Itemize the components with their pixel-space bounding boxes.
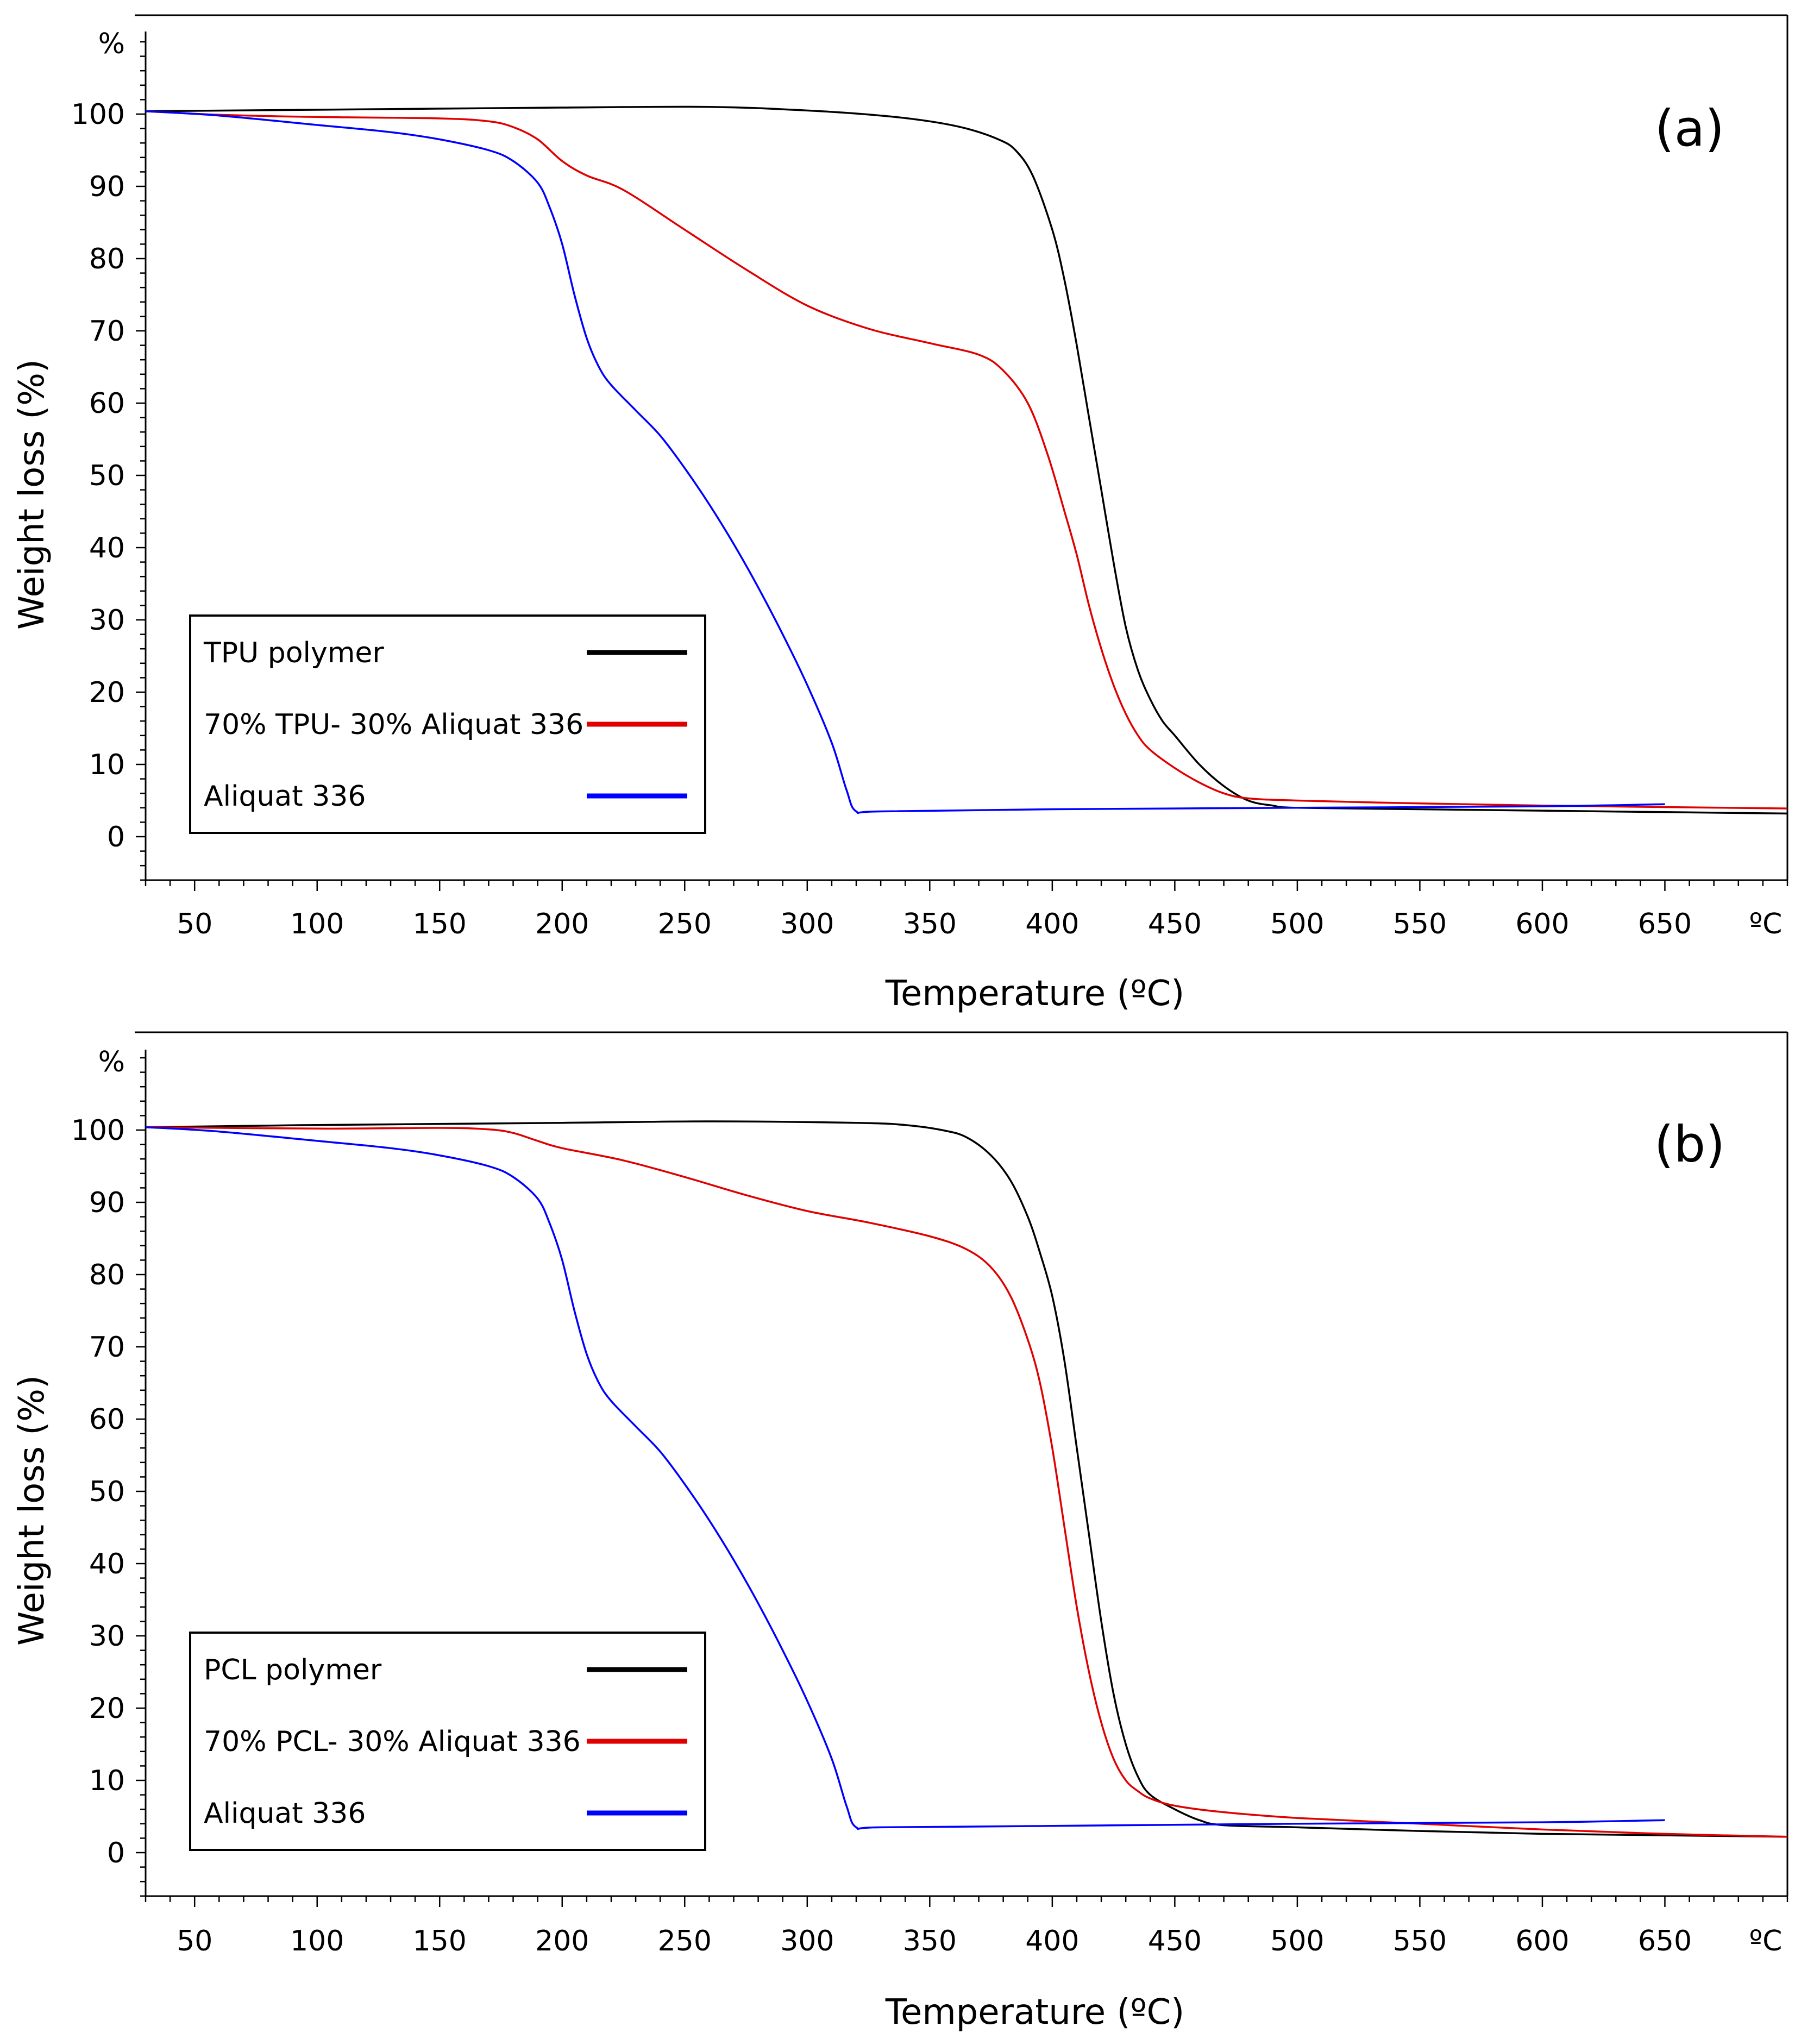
y-tick-label: 100: [71, 98, 125, 131]
y-tick-label: 0: [107, 1837, 125, 1869]
chart-panel-a: 0 10 20 30 40 50 60 70 80 90 100% 50 100 150 200 250 300…: [12, 14, 1788, 1014]
y-tick-label: 70: [89, 1331, 125, 1364]
x-tick-label: 250: [658, 908, 712, 940]
x-tick-label: 350: [903, 908, 957, 940]
y-tick-label: 50: [89, 460, 125, 492]
legend-label: 70% PCL- 30% Aliquat 336: [204, 1726, 581, 1758]
x-tick-label: 400: [1025, 908, 1079, 940]
panel-label: (b): [1654, 1115, 1725, 1174]
x-tick-label: 450: [1148, 1925, 1202, 1958]
y-tick-label: 90: [89, 1187, 125, 1219]
series-line-2: [145, 1126, 1788, 1838]
y-axis-title: Weight loss (%): [12, 359, 52, 630]
chart-panel-b: 0 10 20 30 40 50 60 70 80 90 100% 50 100 150 200 250 300…: [12, 1031, 1788, 2032]
y-tick-label: 50: [89, 1476, 125, 1508]
x-tick-label: 400: [1025, 1925, 1079, 1958]
y-tick-label: 30: [89, 604, 125, 637]
x-tick-label: 350: [903, 1925, 957, 1958]
y-unit-label: %: [98, 28, 125, 60]
y-tick-label: 40: [89, 532, 125, 564]
legend-label: Aliquat 336: [204, 1797, 366, 1830]
x-tick-label: 500: [1270, 908, 1324, 940]
x-tick-label: 450: [1148, 908, 1202, 940]
x-tick-label: 550: [1393, 908, 1447, 940]
y-tick-label: 30: [89, 1620, 125, 1653]
y-tick-label: 90: [89, 171, 125, 203]
series-line-2: [145, 110, 1788, 810]
y-axis-title: Weight loss (%): [12, 1375, 52, 1646]
series-line-1: [145, 1120, 1788, 1838]
legend-label: 70% TPU- 30% Aliquat 336: [204, 708, 583, 741]
x-tick-label: 600: [1515, 908, 1569, 940]
y-tick-label: 10: [89, 1765, 125, 1797]
x-tick-label: 100: [290, 1925, 344, 1958]
x-tick-label: 250: [658, 1925, 712, 1958]
x-axis-title: Temperature (ºC): [885, 974, 1185, 1014]
y-tick-label: 80: [89, 1259, 125, 1291]
y-tick-label: 100: [71, 1114, 125, 1147]
y-tick-label: 60: [89, 1403, 125, 1436]
x-tick-label: 300: [780, 908, 834, 940]
series-line-3: [145, 110, 1665, 814]
y-tick-label: 20: [89, 1692, 125, 1725]
x-tick-label: 50: [177, 1925, 212, 1958]
x-tick-label: 650: [1638, 908, 1692, 940]
y-tick-label: 0: [107, 821, 125, 854]
y-tick-label: 70: [89, 315, 125, 348]
x-tick-label: 50: [177, 908, 212, 940]
legend-label: TPU polymer: [203, 637, 384, 669]
series-line-3: [145, 1126, 1665, 1830]
x-tick-label: 150: [413, 908, 467, 940]
x-tick-label: 650: [1638, 1925, 1692, 1958]
y-tick-label: 80: [89, 243, 125, 275]
y-tick-label: 60: [89, 387, 125, 420]
x-tick-label: 600: [1515, 1925, 1569, 1958]
legend-label: Aliquat 336: [204, 780, 366, 813]
y-tick-label: 10: [89, 749, 125, 781]
x-tick-label: 200: [535, 1925, 589, 1958]
x-tick-label: 100: [290, 908, 344, 940]
legend-label: PCL polymer: [204, 1654, 382, 1686]
x-unit-label: ºC: [1749, 1925, 1783, 1958]
y-tick-label: 40: [89, 1548, 125, 1580]
x-unit-label: ºC: [1749, 908, 1783, 940]
y-unit-label: %: [98, 1046, 125, 1078]
x-tick-label: 150: [413, 1925, 467, 1958]
x-tick-label: 300: [780, 1925, 834, 1958]
y-tick-label: 20: [89, 676, 125, 709]
panel-label: (a): [1655, 99, 1724, 158]
x-axis-title: Temperature (ºC): [885, 1992, 1185, 2032]
x-tick-label: 200: [535, 908, 589, 940]
x-tick-label: 550: [1393, 1925, 1447, 1958]
x-tick-label: 500: [1270, 1925, 1324, 1958]
